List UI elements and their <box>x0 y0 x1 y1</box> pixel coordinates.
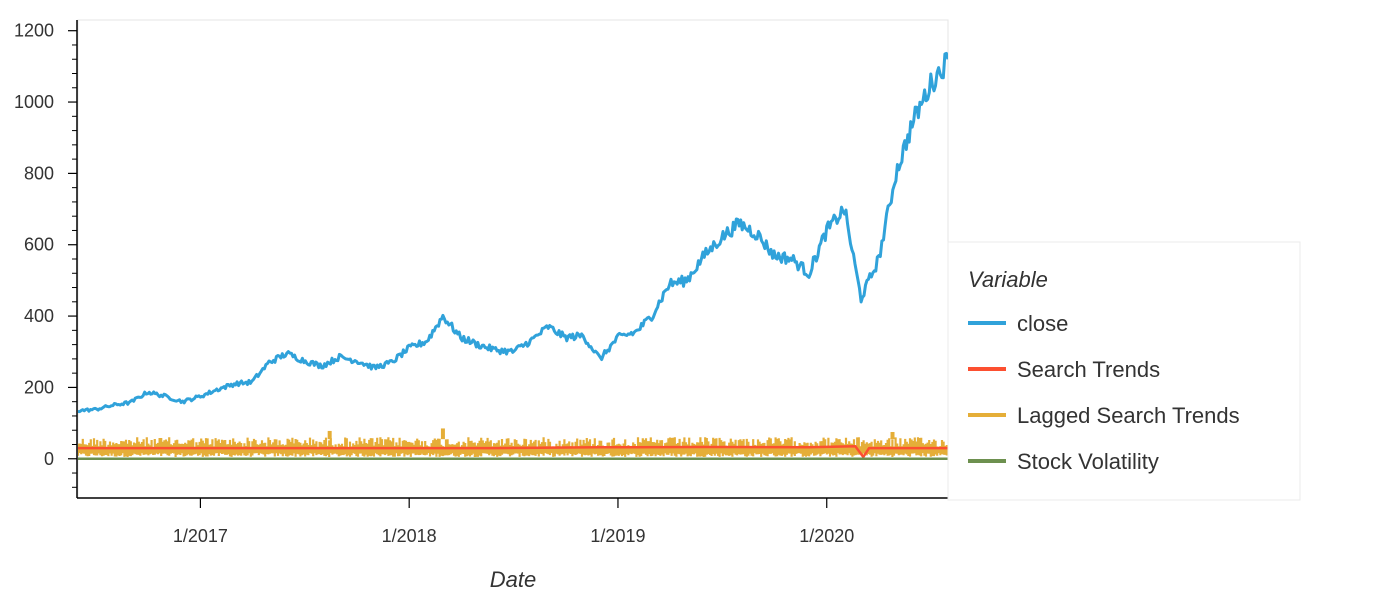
legend-label: Lagged Search Trends <box>1017 403 1240 428</box>
legend: Variable close Search Trends Lagged Search… <box>947 241 1301 501</box>
search-trends-line <box>78 445 948 459</box>
series-search-trends <box>78 445 948 459</box>
x-tick-label: 1/2018 <box>382 526 437 546</box>
y-tick-label: 0 <box>44 449 54 469</box>
plot-area <box>77 19 949 499</box>
x-tick-label: 1/2020 <box>799 526 854 546</box>
series-close <box>78 51 948 414</box>
y-ticks: 0 200 400 600 800 1000 1200 <box>14 21 77 488</box>
y-tick-label: 200 <box>24 377 54 397</box>
x-axis-title: Date <box>490 567 536 592</box>
close-line <box>78 51 948 414</box>
x-tick-label: 1/2019 <box>590 526 645 546</box>
y-tick-label: 800 <box>24 163 54 183</box>
legend-item-search-trends: Search Trends <box>968 357 1160 382</box>
y-tick-label: 400 <box>24 306 54 326</box>
y-tick-label: 600 <box>24 235 54 255</box>
legend-title: Variable <box>968 267 1048 292</box>
x-ticks: 1/2017 1/2018 1/2019 1/2020 <box>173 498 854 546</box>
legend-item-lagged-search-trends: Lagged Search Trends <box>968 403 1240 428</box>
legend-label: Stock Volatility <box>1017 449 1159 474</box>
legend-item-stock-volatility: Stock Volatility <box>968 449 1159 474</box>
y-tick-label: 1000 <box>14 92 54 112</box>
legend-box <box>947 241 1301 501</box>
y-tick-label: 1200 <box>14 21 54 41</box>
series-layer <box>78 51 948 461</box>
legend-items: close Search Trends Lagged Search Trends St… <box>968 311 1240 474</box>
legend-label: close <box>1017 311 1068 336</box>
legend-item-close: close <box>968 311 1068 336</box>
legend-label: Search Trends <box>1017 357 1160 382</box>
x-tick-label: 1/2017 <box>173 526 228 546</box>
